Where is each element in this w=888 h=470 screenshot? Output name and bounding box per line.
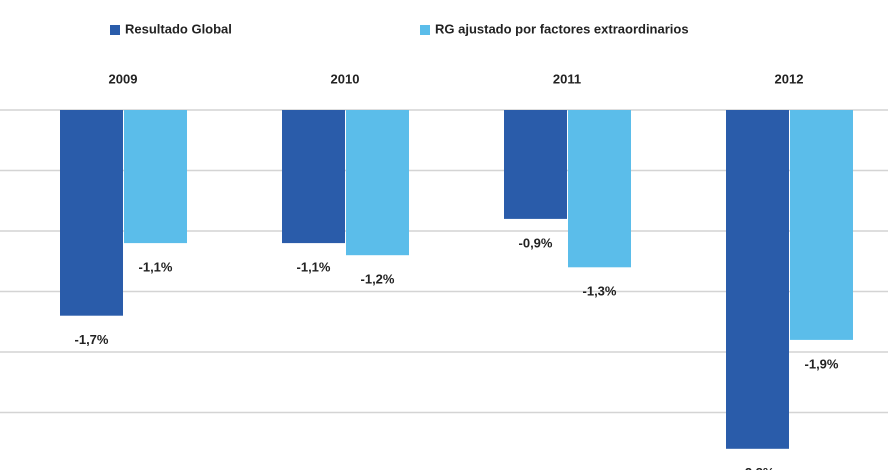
value-label: -1,1%	[297, 260, 331, 275]
legend-swatch	[420, 25, 430, 35]
legend-label: Resultado Global	[125, 21, 232, 36]
bar	[124, 110, 187, 244]
value-label: -1,3%	[583, 284, 617, 299]
category-label: 2012	[775, 71, 804, 86]
legend-swatch	[110, 25, 120, 35]
category-label: 2010	[331, 71, 360, 86]
value-label: -2,8%	[741, 465, 775, 470]
value-label: -1,1%	[139, 260, 173, 275]
bar	[726, 110, 789, 449]
category-label: 2011	[553, 71, 581, 86]
bar	[346, 110, 409, 256]
legend-label: RG ajustado por factores extraordinarios	[435, 21, 689, 36]
bar	[568, 110, 631, 268]
value-label: -0,9%	[519, 235, 553, 250]
category-label: 2009	[109, 71, 138, 86]
value-label: -1,9%	[805, 356, 839, 371]
bar	[282, 110, 345, 244]
value-label: -1,7%	[75, 332, 109, 347]
bar	[504, 110, 567, 219]
bar	[60, 110, 123, 316]
bar	[790, 110, 853, 340]
value-label: -1,2%	[361, 272, 395, 287]
